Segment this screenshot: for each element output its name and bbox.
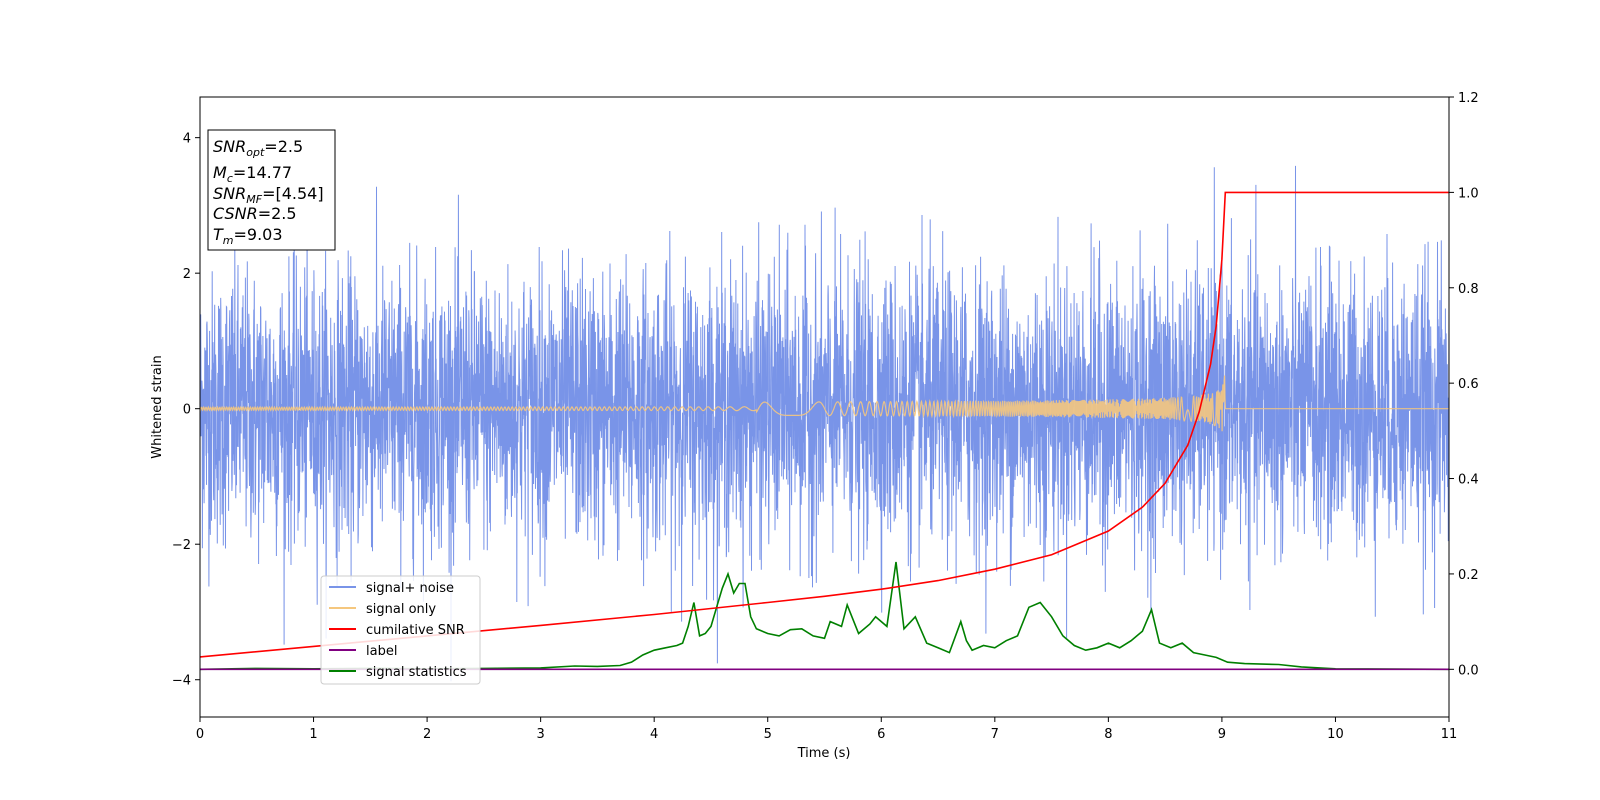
svg-text:label: label bbox=[366, 644, 397, 659]
y2-tick-label: 1.0 bbox=[1458, 186, 1479, 201]
legend-item-label: label bbox=[329, 644, 397, 659]
y2-tick-label: 0.6 bbox=[1458, 377, 1479, 392]
x-tick-label: 10 bbox=[1327, 727, 1344, 742]
legend-item-signal-only: signal only bbox=[329, 602, 436, 617]
annotation-tm: Tm=9.03 bbox=[213, 225, 283, 247]
x-tick-label: 2 bbox=[423, 727, 431, 742]
annotation-snr-mf: SNRMF=[4.54] bbox=[213, 184, 324, 206]
annotation-csnr: CSNR=2.5 bbox=[213, 204, 297, 223]
line-signal-statistics bbox=[199, 561, 1450, 671]
y2-tick-label: 0.8 bbox=[1458, 282, 1479, 297]
svg-text:signal statistics: signal statistics bbox=[366, 665, 467, 680]
x-tick-label: 5 bbox=[764, 727, 772, 742]
legend-item-signal-noise: signal+ noise bbox=[329, 581, 454, 596]
y-tick-label: 2 bbox=[183, 267, 191, 282]
annotation-mc: Mc=14.77 bbox=[213, 163, 292, 185]
x-tick-label: 9 bbox=[1218, 727, 1226, 742]
x-tick-label: 8 bbox=[1104, 727, 1112, 742]
line-cumulative-snr bbox=[199, 191, 1449, 658]
line-signal-only bbox=[199, 375, 1449, 432]
y-tick-label: −4 bbox=[172, 674, 191, 689]
y-axis-left: −4 −2 0 2 4 bbox=[172, 132, 200, 689]
legend: signal+ noise signal only cumilative SNR… bbox=[320, 575, 481, 685]
y-tick-label: 4 bbox=[183, 132, 191, 147]
x-tick-label: 3 bbox=[536, 727, 544, 742]
series-signal-noise bbox=[199, 165, 1450, 682]
x-axis-label: Time (s) bbox=[797, 746, 851, 761]
svg-text:cumilative SNR: cumilative SNR bbox=[366, 623, 465, 638]
annotation-snr-opt: SNRopt=2.5 bbox=[213, 137, 303, 159]
x-tick-label: 1 bbox=[309, 727, 317, 742]
y2-tick-label: 0.2 bbox=[1458, 568, 1479, 583]
y2-tick-label: 0.4 bbox=[1458, 473, 1479, 488]
series-signal-only bbox=[199, 375, 1449, 432]
svg-text:signal+ noise: signal+ noise bbox=[366, 581, 454, 596]
plot-frame bbox=[199, 96, 1450, 718]
line-signal-noise bbox=[199, 165, 1450, 682]
y2-tick-label: 0.0 bbox=[1458, 663, 1479, 678]
x-tick-label: 0 bbox=[196, 727, 204, 742]
annotation-box: SNRopt=2.5 Mc=14.77 SNRMF=[4.54] CSNR=2.… bbox=[207, 129, 336, 251]
x-axis: 0 1 2 3 4 5 6 7 8 9 10 11 bbox=[196, 717, 1457, 742]
x-tick-label: 6 bbox=[877, 727, 885, 742]
x-tick-label: 4 bbox=[650, 727, 658, 742]
y-tick-label: −2 bbox=[172, 538, 191, 553]
y-axis-label: Whitened strain bbox=[150, 355, 165, 458]
legend-item-cumulative-snr: cumilative SNR bbox=[329, 623, 465, 638]
y2-tick-label: 1.2 bbox=[1458, 91, 1479, 106]
y-tick-label: 0 bbox=[183, 403, 191, 418]
series-signal-statistics bbox=[199, 561, 1450, 671]
x-tick-label: 11 bbox=[1441, 727, 1458, 742]
series-cumulative-snr bbox=[199, 191, 1449, 658]
y-axis-right: 0.0 0.2 0.4 0.6 0.8 1.0 1.2 bbox=[1449, 91, 1479, 678]
legend-item-signal-statistics: signal statistics bbox=[329, 665, 467, 680]
x-tick-label: 7 bbox=[991, 727, 999, 742]
svg-text:signal only: signal only bbox=[366, 602, 436, 617]
